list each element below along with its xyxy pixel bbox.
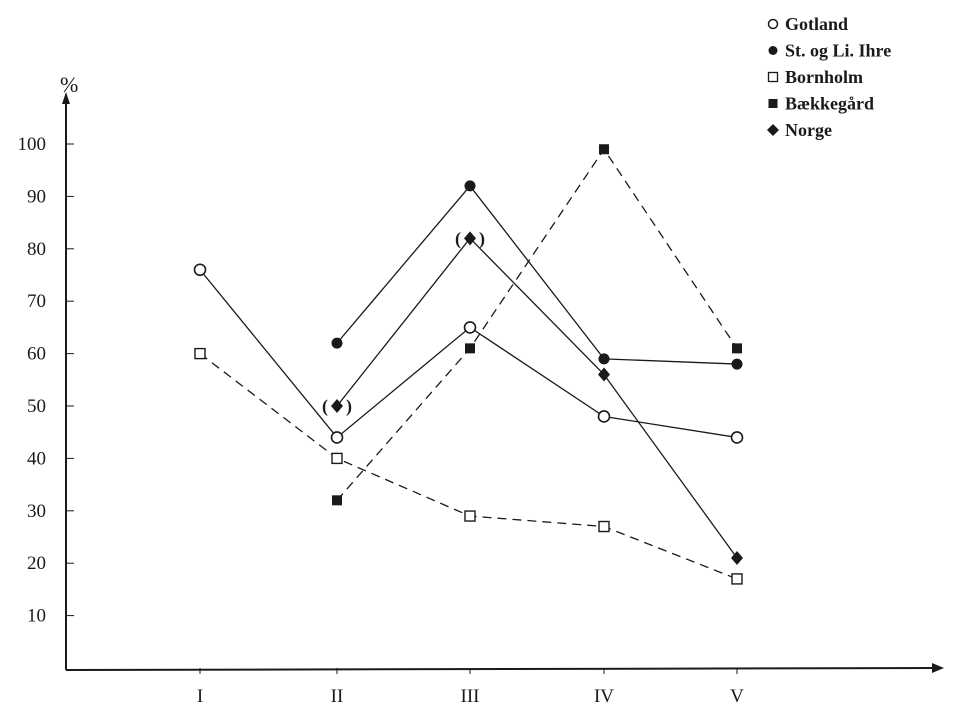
data-point-bornholm [331, 452, 343, 465]
axes: % [60, 72, 944, 673]
legend-marker-norge [767, 124, 779, 136]
y-tick-label: 100 [18, 134, 47, 155]
x-tick-label: III [461, 686, 480, 707]
data-point-st-og-li-ihre [731, 358, 743, 370]
data-point-b-kkeg-rd [599, 144, 609, 155]
y-tick-label: 70 [27, 291, 46, 312]
y-tick-label: 50 [27, 396, 46, 417]
x-axis-line [65, 667, 936, 671]
data-point-norge [331, 399, 343, 413]
data-point-gotland [330, 431, 344, 444]
y-axis-title: % [60, 72, 78, 97]
series-line-gotland [199, 269, 738, 439]
series-line-b-kkeg-rd [336, 148, 738, 501]
data-point-norge [464, 231, 476, 246]
legend-label-st-og-li-ihre: St. og Li. Ihre [785, 41, 891, 61]
legend: Gotland St. og Li. Ihre Bornholm Bækkegård N… [767, 14, 891, 140]
series-line-bornholm [199, 353, 738, 580]
x-tick-label: V [730, 686, 744, 707]
series-line-st-og-li-ihre [336, 184, 738, 365]
legend-marker-bornholm [767, 71, 779, 83]
annotation-parenthesis: ( [455, 228, 461, 249]
legend-label-gotland: Gotland [785, 14, 848, 34]
data-point-gotland [597, 410, 611, 423]
data-point-bornholm [731, 573, 743, 585]
x-tick-label: II [331, 686, 344, 707]
annotations: () () [322, 228, 485, 417]
annotation-parenthesis: ) [346, 396, 352, 417]
data-point-bornholm [464, 510, 476, 522]
legend-label-norge: Norge [785, 120, 832, 140]
annotation-parenthesis: ( [322, 396, 328, 417]
data-point-b-kkeg-rd [332, 495, 342, 506]
y-tick-label: 80 [27, 239, 46, 260]
data-point-st-og-li-ihre [331, 337, 343, 349]
data-point-gotland [730, 431, 744, 444]
y-ticks: 10 20 30 40 50 60 70 80 90 100 [18, 134, 74, 627]
series-markers [193, 144, 744, 585]
data-point-bornholm [194, 347, 206, 360]
x-axis-arrow [932, 663, 944, 673]
data-point-gotland [463, 321, 477, 334]
y-tick-label: 90 [27, 186, 46, 207]
data-point-norge [731, 550, 743, 565]
legend-marker-st-og-li-ihre [768, 46, 778, 55]
y-axis-arrow [62, 92, 70, 104]
y-tick-label: 30 [27, 501, 46, 522]
data-point-b-kkeg-rd [732, 343, 742, 354]
x-tick-label: IV [594, 686, 614, 707]
data-point-bornholm [598, 520, 610, 533]
data-point-st-og-li-ihre [598, 353, 610, 365]
data-point-norge [598, 367, 610, 382]
y-tick-label: 10 [27, 606, 46, 627]
legend-marker-gotland [767, 18, 779, 30]
y-tick-label: 20 [27, 553, 46, 574]
series-line-norge [336, 237, 738, 559]
x-tick-label: I [197, 686, 203, 707]
legend-label-bornholm: Bornholm [785, 67, 863, 87]
data-point-gotland [193, 263, 207, 277]
y-tick-label: 60 [27, 344, 46, 365]
annotation-parenthesis: ) [479, 228, 485, 249]
x-ticks: I II III IV V [197, 668, 744, 707]
legend-label-b-kkeg-rd: Bækkegård [785, 94, 874, 114]
y-tick-label: 40 [27, 448, 46, 469]
legend-marker-b-kkeg-rd [768, 99, 778, 108]
data-point-st-og-li-ihre [464, 180, 476, 192]
data-point-b-kkeg-rd [465, 343, 475, 354]
